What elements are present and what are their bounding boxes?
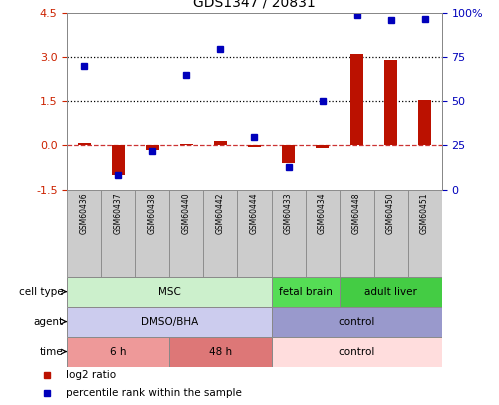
Bar	[271, 190, 305, 277]
Text: GSM60433: GSM60433	[284, 192, 293, 234]
Text: control: control	[338, 317, 375, 326]
Text: fetal brain: fetal brain	[278, 287, 332, 296]
Title: GDS1347 / 20831: GDS1347 / 20831	[193, 0, 316, 9]
Bar	[67, 307, 271, 337]
Bar	[77, 143, 91, 145]
Text: adult liver: adult liver	[364, 287, 417, 296]
Text: GSM60442: GSM60442	[216, 192, 225, 234]
Text: time: time	[40, 347, 64, 356]
Bar	[135, 190, 170, 277]
Bar	[339, 190, 374, 277]
Text: GSM60437: GSM60437	[114, 192, 123, 234]
Bar	[374, 190, 408, 277]
Text: GSM60434: GSM60434	[318, 192, 327, 234]
Bar	[282, 145, 295, 163]
Bar	[271, 277, 339, 307]
Text: DMSO/BHA: DMSO/BHA	[141, 317, 198, 326]
Bar	[67, 277, 271, 307]
Bar	[101, 190, 135, 277]
Bar	[170, 337, 271, 367]
Bar	[67, 190, 101, 277]
Bar	[112, 145, 125, 175]
Bar	[305, 190, 339, 277]
Text: GSM60450: GSM60450	[386, 192, 395, 234]
Bar	[350, 54, 363, 145]
Text: control: control	[338, 347, 375, 356]
Text: log2 ratio: log2 ratio	[66, 370, 116, 380]
Text: GSM60436: GSM60436	[80, 192, 89, 234]
Text: agent: agent	[33, 317, 64, 326]
Text: GSM60448: GSM60448	[352, 192, 361, 234]
Bar	[271, 307, 442, 337]
Bar	[271, 337, 442, 367]
Bar	[418, 100, 432, 145]
Text: GSM60440: GSM60440	[182, 192, 191, 234]
Bar	[170, 190, 204, 277]
Text: GSM60444: GSM60444	[250, 192, 259, 234]
Bar	[238, 190, 271, 277]
Bar	[248, 145, 261, 147]
Text: 6 h: 6 h	[110, 347, 127, 356]
Text: MSC: MSC	[158, 287, 181, 296]
Text: GSM60438: GSM60438	[148, 192, 157, 234]
Text: 48 h: 48 h	[209, 347, 232, 356]
Bar	[408, 190, 442, 277]
Bar	[316, 145, 329, 147]
Bar	[204, 190, 238, 277]
Bar	[214, 141, 227, 145]
Bar	[67, 337, 170, 367]
Bar	[384, 60, 397, 145]
Bar	[180, 144, 193, 145]
Text: GSM60451: GSM60451	[420, 192, 429, 234]
Bar	[339, 277, 442, 307]
Text: cell type: cell type	[19, 287, 64, 296]
Bar	[146, 145, 159, 150]
Text: percentile rank within the sample: percentile rank within the sample	[66, 388, 242, 398]
